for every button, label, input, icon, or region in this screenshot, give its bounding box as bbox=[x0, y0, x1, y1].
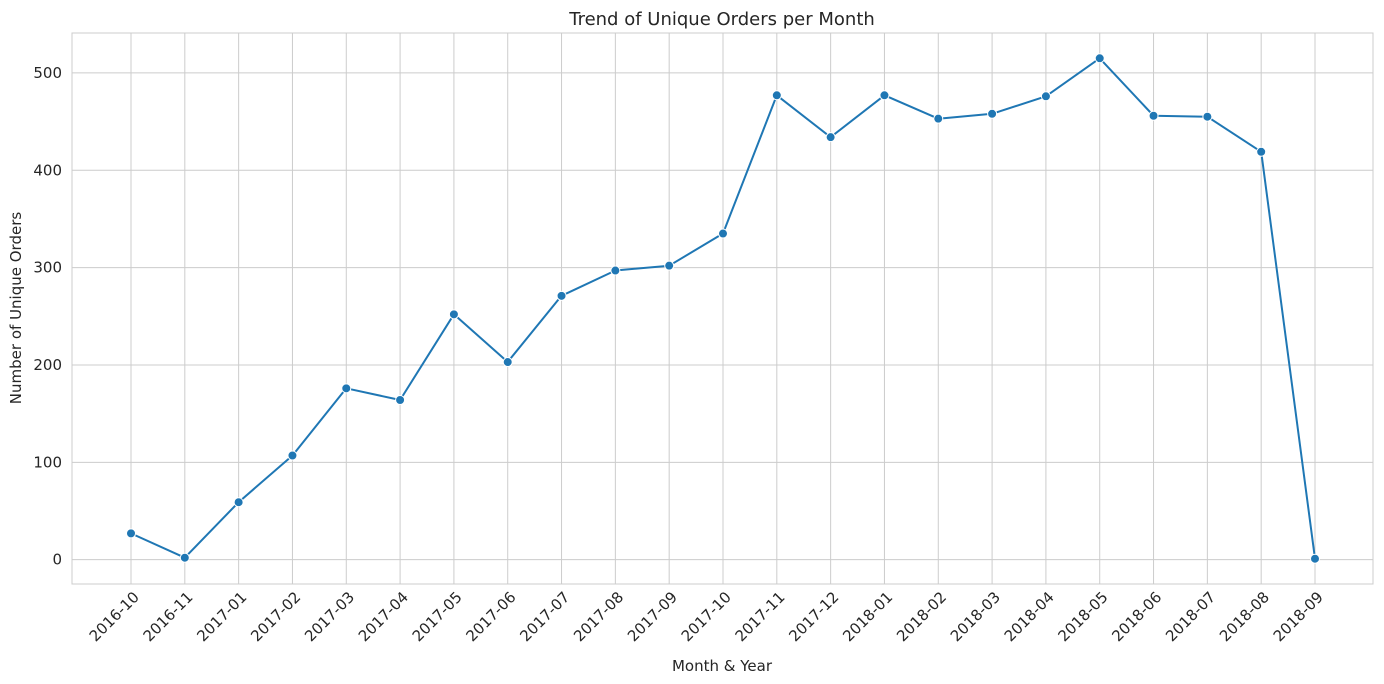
x-tick-label: 2017-10 bbox=[678, 588, 735, 645]
data-point bbox=[1040, 91, 1051, 102]
y-tick-label: 500 bbox=[33, 64, 62, 82]
y-axis: 0 100 200 300 400 500 bbox=[33, 64, 62, 569]
y-tick-label: 200 bbox=[33, 356, 62, 374]
x-axis: 2016-102016-112017-012017-022017-032017-… bbox=[86, 588, 1327, 645]
data-point bbox=[987, 108, 998, 119]
data-point bbox=[718, 228, 728, 239]
x-tick-label: 2018-07 bbox=[1162, 588, 1219, 645]
data-point bbox=[1310, 553, 1320, 564]
data-point bbox=[664, 260, 675, 271]
x-tick-label: 2017-05 bbox=[409, 588, 466, 645]
data-point bbox=[395, 395, 406, 406]
data-point bbox=[556, 290, 567, 301]
series-group bbox=[126, 53, 1320, 564]
data-point bbox=[126, 528, 136, 539]
data-point bbox=[879, 90, 890, 101]
data-point bbox=[1148, 110, 1159, 121]
data-point bbox=[1094, 53, 1105, 64]
x-tick-label: 2018-01 bbox=[839, 588, 896, 645]
y-tick-label: 0 bbox=[52, 551, 62, 569]
x-tick-label: 2017-04 bbox=[355, 588, 412, 645]
x-tick-label: 2018-06 bbox=[1108, 588, 1165, 645]
x-tick-label: 2017-11 bbox=[732, 588, 789, 645]
x-tick-label: 2018-05 bbox=[1055, 588, 1112, 645]
y-tick-label: 400 bbox=[33, 161, 62, 179]
y-axis-title: Number of Unique Orders bbox=[7, 212, 25, 405]
y-tick-label: 100 bbox=[33, 453, 62, 471]
data-point bbox=[1202, 111, 1213, 122]
data-point bbox=[287, 450, 298, 461]
grid bbox=[72, 33, 1373, 584]
y-tick-label: 300 bbox=[33, 259, 62, 277]
x-tick-label: 2017-12 bbox=[785, 588, 842, 645]
x-tick-label: 2017-06 bbox=[463, 588, 520, 645]
data-point bbox=[179, 552, 190, 563]
x-tick-label: 2018-08 bbox=[1216, 588, 1273, 645]
x-tick-label: 2018-02 bbox=[893, 588, 950, 645]
x-tick-label: 2017-08 bbox=[570, 588, 627, 645]
x-tick-label: 2016-11 bbox=[140, 588, 197, 645]
x-tick-label: 2018-04 bbox=[1001, 588, 1058, 645]
x-tick-label: 2017-01 bbox=[193, 588, 250, 645]
data-point bbox=[233, 497, 244, 508]
x-tick-label: 2017-07 bbox=[516, 588, 573, 645]
data-point bbox=[933, 113, 944, 124]
x-tick-label: 2018-09 bbox=[1270, 588, 1327, 645]
plot-frame bbox=[71, 32, 1374, 585]
x-tick-label: 2017-02 bbox=[247, 588, 304, 645]
data-point bbox=[448, 309, 459, 320]
x-tick-label: 2017-09 bbox=[624, 588, 681, 645]
data-point bbox=[1256, 146, 1267, 157]
x-tick-label: 2018-03 bbox=[947, 588, 1004, 645]
chart-title: Trend of Unique Orders per Month bbox=[568, 9, 875, 30]
data-point bbox=[610, 265, 621, 276]
x-tick-label: 2016-10 bbox=[86, 588, 143, 645]
data-point bbox=[502, 357, 513, 368]
x-axis-title: Month & Year bbox=[672, 657, 773, 675]
x-tick-label: 2017-03 bbox=[301, 588, 358, 645]
data-point bbox=[771, 90, 782, 101]
data-point bbox=[341, 383, 352, 394]
data-point bbox=[825, 132, 836, 143]
